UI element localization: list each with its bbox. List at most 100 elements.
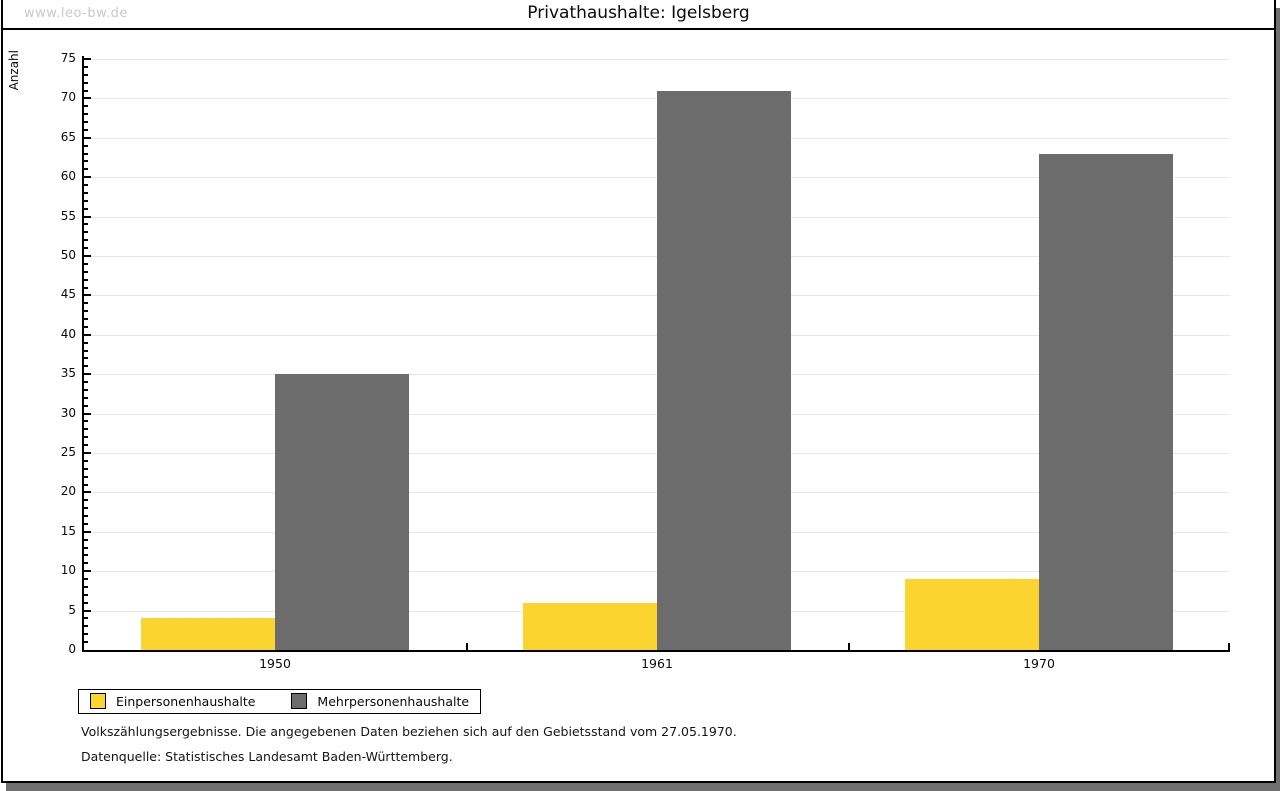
y-tick-label: 0 xyxy=(68,642,76,656)
y-minor-tick xyxy=(84,113,88,115)
plot-area: 0 5 10 15 20 25 30 35 40 45 50 55 60 65 70 75 1950 1961 19… xyxy=(61,51,1230,671)
y-minor-tick xyxy=(84,436,88,438)
y-minor-tick xyxy=(84,239,88,241)
y-minor-tick xyxy=(84,562,88,564)
y-minor-tick xyxy=(84,484,88,486)
bar-einpersonenhaushalte-1961 xyxy=(523,603,657,650)
bar-mehrpersonenhaushalte-1961 xyxy=(657,91,791,650)
y-minor-tick xyxy=(84,523,88,525)
y-major-tick xyxy=(84,452,91,454)
y-minor-tick xyxy=(84,357,88,359)
y-minor-tick xyxy=(84,326,88,328)
y-tick-label: 25 xyxy=(60,445,76,459)
y-minor-tick xyxy=(84,476,88,478)
chart-title: Privathaushalte: Igelsberg xyxy=(527,3,750,23)
y-minor-tick xyxy=(84,602,88,604)
y-minor-tick xyxy=(84,66,88,68)
y-major-tick xyxy=(84,58,91,60)
footnote-data-source: Datenquelle: Statistisches Landesamt Bad… xyxy=(81,749,453,764)
legend-swatch-icon xyxy=(90,693,106,709)
legend-swatch-icon xyxy=(291,693,308,709)
y-major-tick xyxy=(84,176,91,178)
bar-einpersonenhaushalte-1950 xyxy=(141,618,275,650)
y-minor-tick xyxy=(84,405,88,407)
y-tick-label: 60 xyxy=(60,169,76,183)
y-minor-tick xyxy=(84,287,88,289)
y-major-tick xyxy=(84,531,91,533)
y-tick-label: 20 xyxy=(60,484,76,498)
legend: Einpersonenhaushalte Mehrpersonenhaushalt… xyxy=(78,689,482,714)
x-tick-label: 1961 xyxy=(641,656,673,671)
y-minor-tick xyxy=(84,208,88,210)
y-tick-label: 70 xyxy=(60,90,76,104)
y-tick-label: 50 xyxy=(60,248,76,262)
y-minor-tick xyxy=(84,168,88,170)
y-tick-label: 10 xyxy=(60,563,76,577)
y-minor-tick xyxy=(84,428,88,430)
y-minor-tick xyxy=(84,586,88,588)
y-minor-tick xyxy=(84,641,88,643)
y-minor-tick xyxy=(84,578,88,580)
y-tick-label: 55 xyxy=(60,209,76,223)
y-minor-tick xyxy=(84,153,88,155)
y-minor-tick xyxy=(84,499,88,501)
legend-item-einpersonenhaushalte: Einpersonenhaushalte xyxy=(90,693,255,709)
y-minor-tick xyxy=(84,389,88,391)
bar-mehrpersonenhaushalte-1950 xyxy=(275,374,409,650)
y-major-tick xyxy=(84,97,91,99)
y-minor-tick xyxy=(84,342,88,344)
y-tick-label: 15 xyxy=(60,524,76,538)
y-minor-tick xyxy=(84,192,88,194)
y-major-tick xyxy=(84,491,91,493)
y-minor-tick xyxy=(84,515,88,517)
y-axis-title: Anzahl xyxy=(7,50,21,91)
y-minor-tick xyxy=(84,200,88,202)
y-minor-tick xyxy=(84,420,88,422)
y-minor-tick xyxy=(84,121,88,123)
y-minor-tick xyxy=(84,74,88,76)
y-minor-tick xyxy=(84,318,88,320)
y-minor-tick xyxy=(84,397,88,399)
bar-einpersonenhaushalte-1970 xyxy=(905,579,1039,650)
legend-label: Einpersonenhaushalte xyxy=(116,693,256,709)
x-tick xyxy=(848,643,850,650)
y-tick-label: 5 xyxy=(68,603,76,617)
y-minor-tick xyxy=(84,263,88,265)
x-tick xyxy=(1228,643,1230,650)
y-minor-tick xyxy=(84,365,88,367)
y-minor-tick xyxy=(84,633,88,635)
y-minor-tick xyxy=(84,90,88,92)
y-minor-tick xyxy=(84,468,88,470)
legend-item-mehrpersonenhaushalte: Mehrpersonenhaushalte xyxy=(291,693,469,709)
y-minor-tick xyxy=(84,223,88,225)
x-tick-label: 1950 xyxy=(259,656,291,671)
y-major-tick xyxy=(84,137,91,139)
y-minor-tick xyxy=(84,539,88,541)
y-major-tick xyxy=(84,570,91,572)
y-minor-tick xyxy=(84,129,88,131)
y-major-tick xyxy=(84,216,91,218)
y-minor-tick xyxy=(84,310,88,312)
y-minor-tick xyxy=(84,460,88,462)
y-tick-label: 65 xyxy=(60,130,76,144)
watermark: www.leo-bw.de xyxy=(24,6,128,21)
y-minor-tick xyxy=(84,184,88,186)
y-minor-tick xyxy=(84,594,88,596)
y-major-tick xyxy=(84,413,91,415)
y-major-tick xyxy=(84,255,91,257)
y-minor-tick xyxy=(84,547,88,549)
y-minor-tick xyxy=(84,247,88,249)
y-minor-tick xyxy=(84,381,88,383)
y-tick-label: 75 xyxy=(60,51,76,65)
y-minor-tick xyxy=(84,279,88,281)
y-minor-tick xyxy=(84,271,88,273)
y-minor-tick xyxy=(84,82,88,84)
y-minor-tick xyxy=(84,617,88,619)
y-minor-tick xyxy=(84,350,88,352)
y-minor-tick xyxy=(84,145,88,147)
y-minor-tick xyxy=(84,302,88,304)
y-tick-label: 45 xyxy=(60,287,76,301)
bar-mehrpersonenhaushalte-1970 xyxy=(1039,154,1173,650)
x-tick xyxy=(466,643,468,650)
